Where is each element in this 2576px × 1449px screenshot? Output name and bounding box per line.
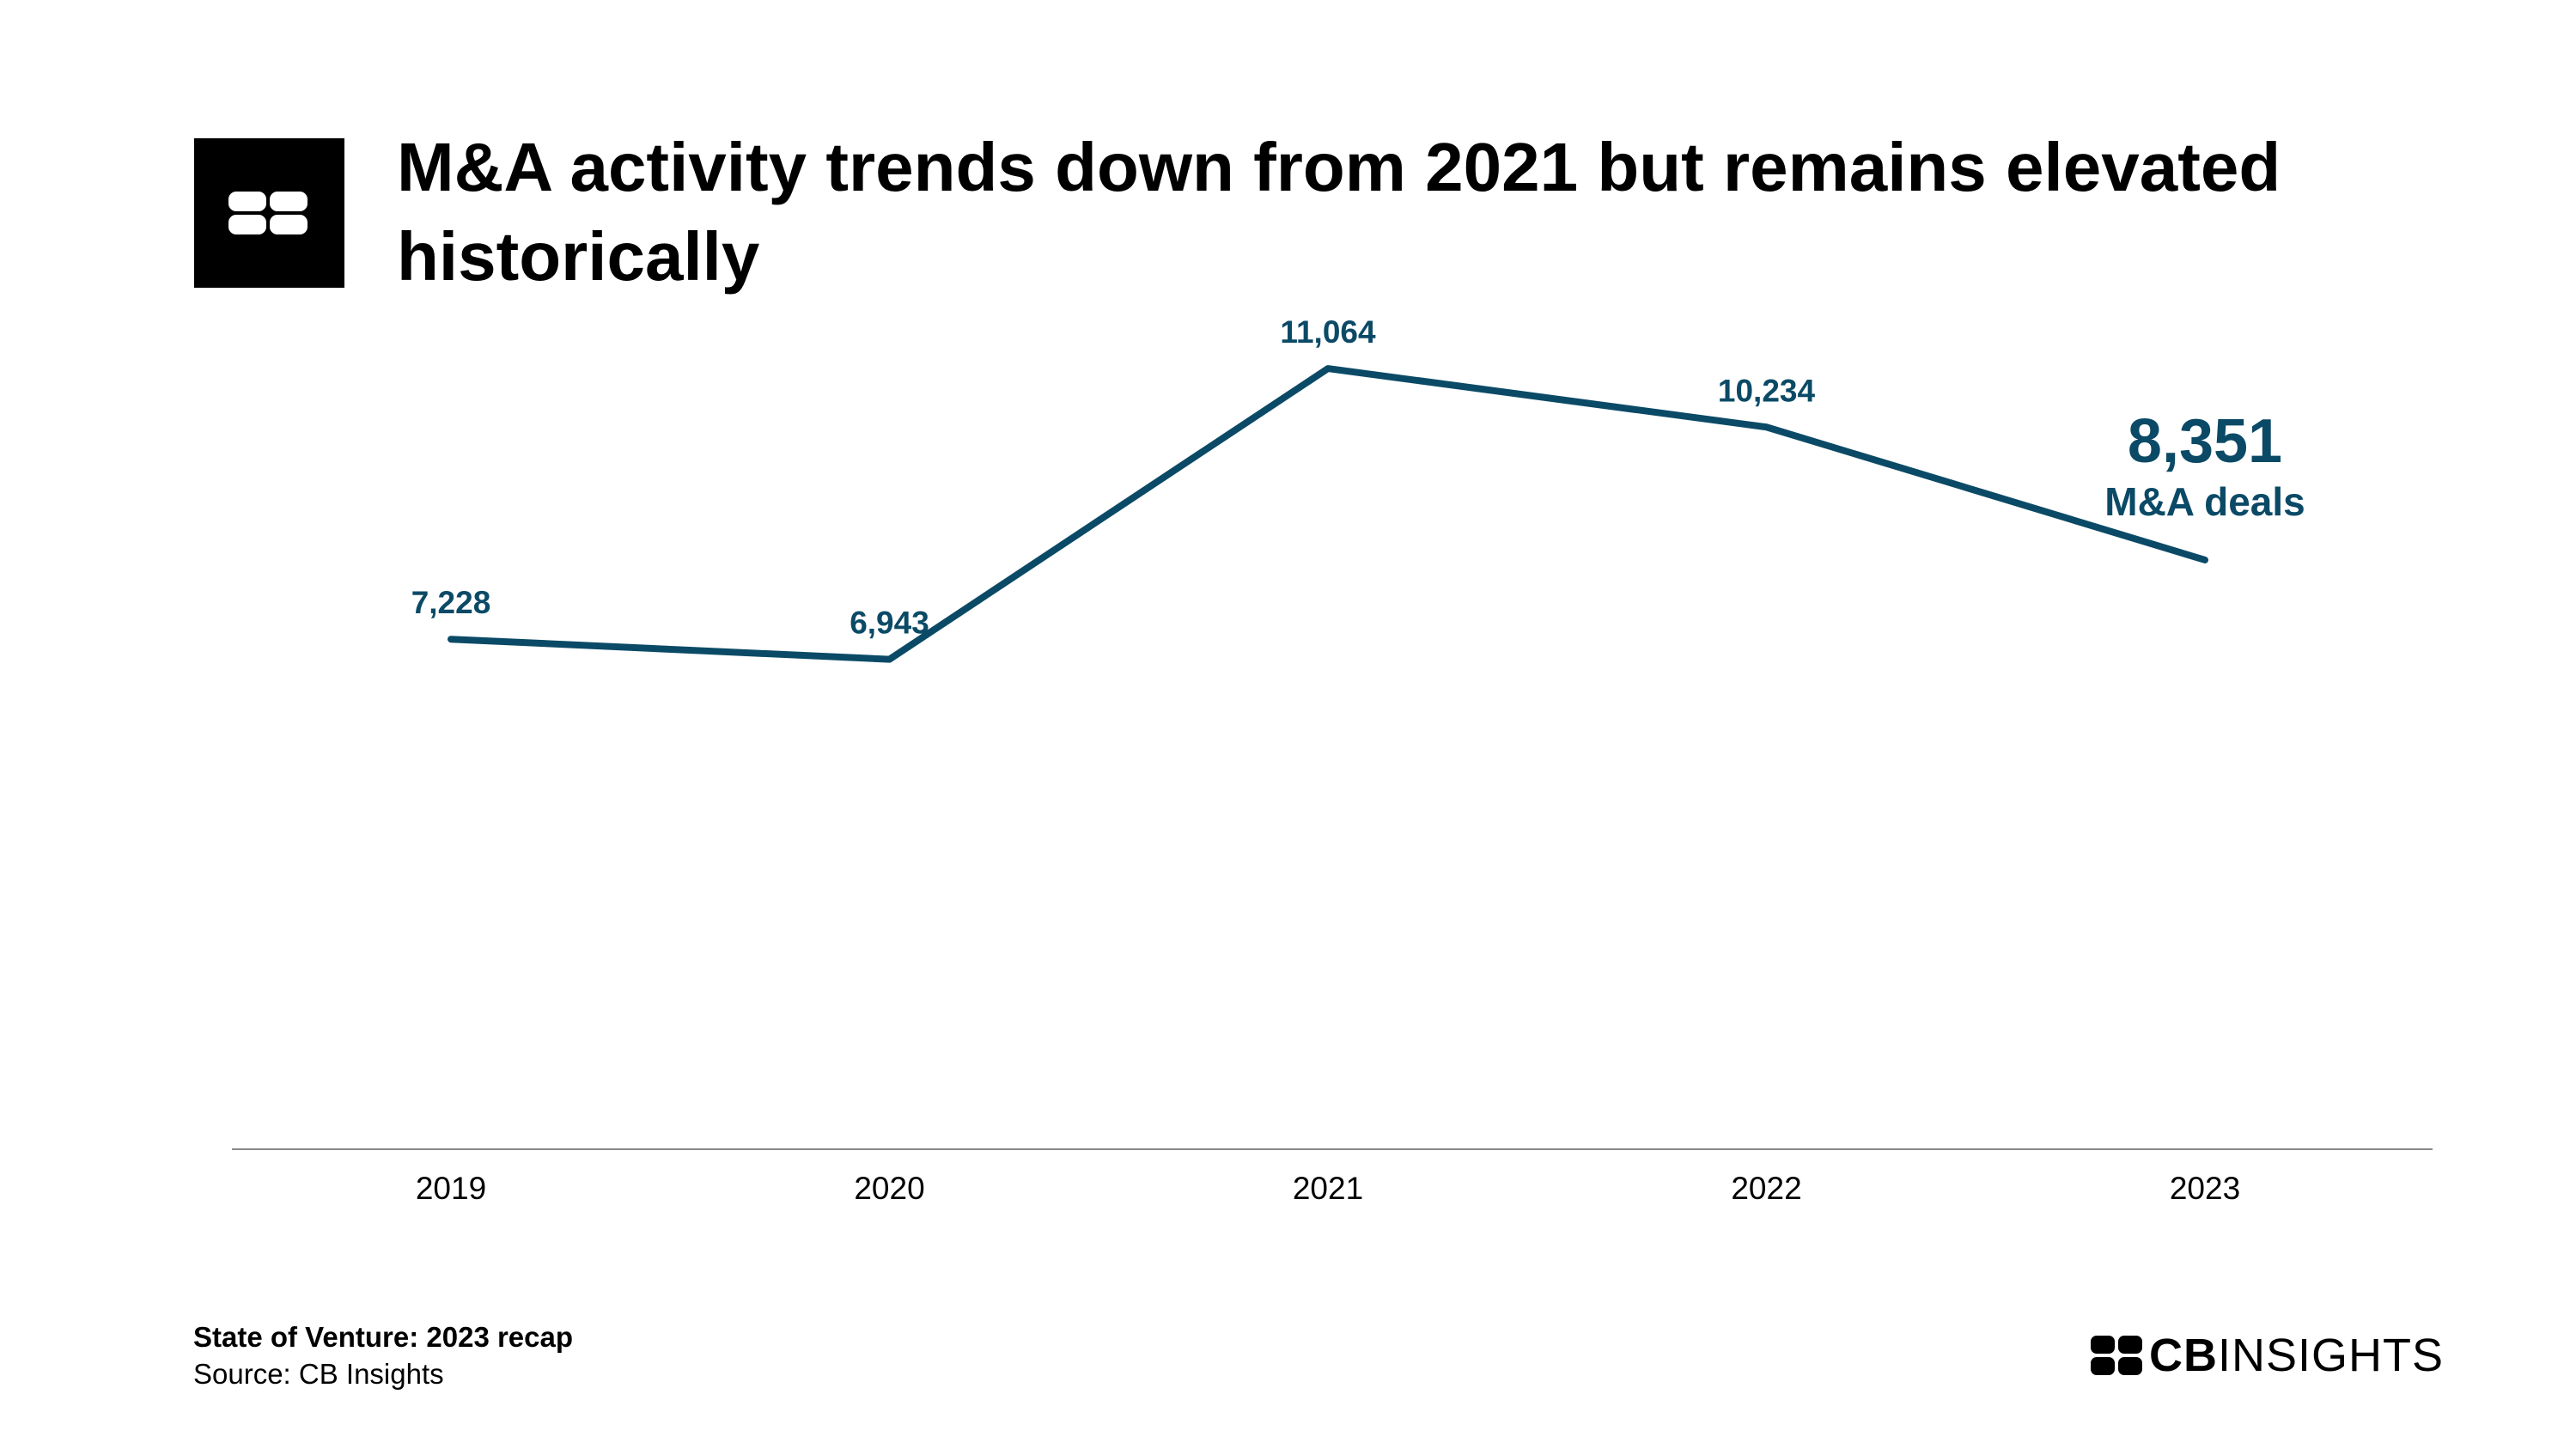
data-label: 11,064: [1280, 314, 1376, 350]
data-label: 6,943: [850, 606, 929, 641]
chart-title: M&A activity trends down from 2021 but r…: [397, 129, 2281, 295]
data-labels: 7,228 6,943 11,064 10,234: [411, 314, 1816, 641]
x-tick-label: 2022: [1731, 1171, 1801, 1206]
cb-logo-box: [194, 138, 344, 288]
data-label: 7,228: [411, 585, 491, 620]
cb-logo-icon: [228, 192, 308, 234]
x-tick-label: 2023: [2170, 1171, 2240, 1206]
source-note: Source: CB Insights: [193, 1358, 444, 1390]
data-label: 10,234: [1718, 373, 1816, 408]
series-line: [448, 365, 2208, 663]
highlight-value-label: 8,351: [2128, 407, 2282, 476]
brand-bold: CB: [2149, 1330, 2218, 1381]
x-tick-label: 2019: [416, 1171, 486, 1206]
cb-insights-brand: CBINSIGHTS: [2091, 1330, 2444, 1381]
report-name: State of Venture: 2023 recap: [193, 1321, 574, 1353]
x-tick-labels: 2019 2020 2021 2022 2023: [416, 1171, 2240, 1206]
brand-wordmark: CBINSIGHTS: [2149, 1330, 2444, 1381]
x-tick-label: 2020: [854, 1171, 924, 1206]
brand-rest: INSIGHTS: [2218, 1330, 2445, 1381]
cb-insights-logo-icon: [2091, 1336, 2142, 1375]
x-tick-label: 2021: [1293, 1171, 1363, 1206]
highlight-caption-label: M&A deals: [2104, 479, 2305, 524]
